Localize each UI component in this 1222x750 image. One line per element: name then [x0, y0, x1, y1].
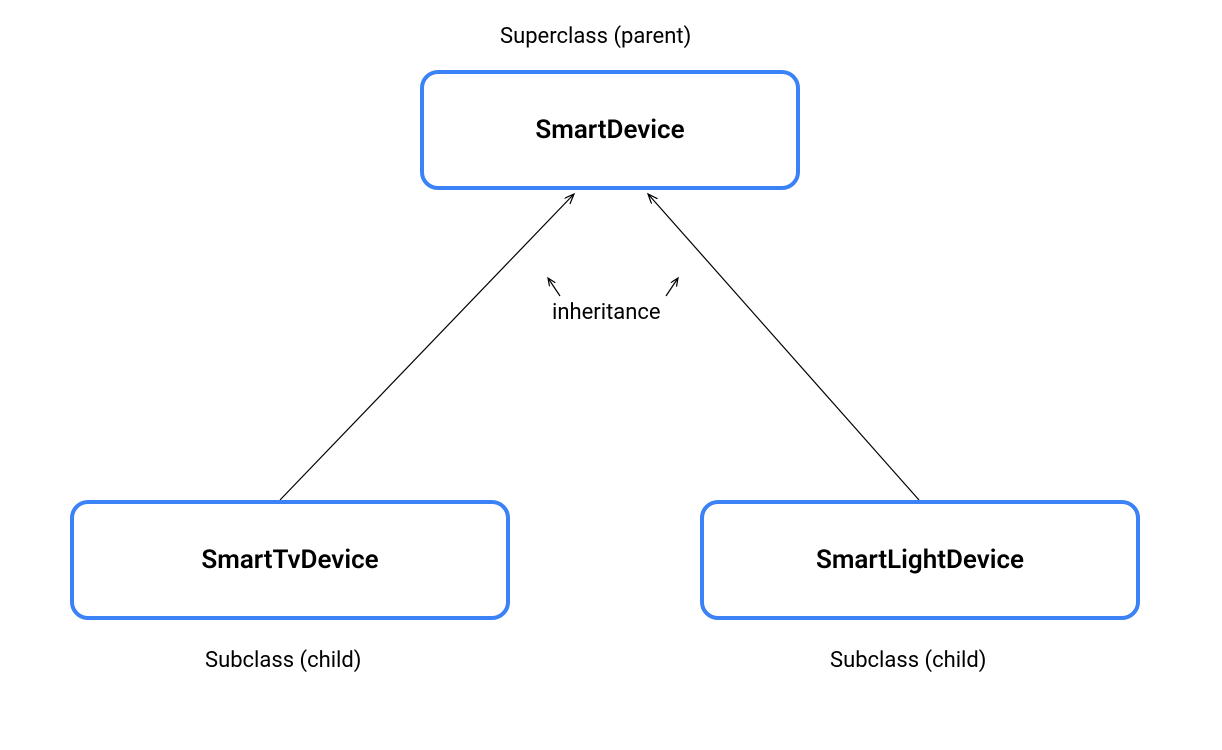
- mid-arrow-left: [548, 278, 560, 296]
- superclass-label: SmartDevice: [535, 115, 684, 145]
- mid-arrow-right: [666, 278, 678, 296]
- subclass-right-label: SmartLightDevice: [816, 545, 1024, 575]
- subclass-left-label: SmartTvDevice: [201, 545, 378, 575]
- subclass-left-caption: Subclass (child): [205, 648, 361, 673]
- inheritance-label: inheritance: [552, 300, 661, 325]
- superclass-node: SmartDevice: [420, 70, 800, 190]
- subclass-left-node: SmartTvDevice: [70, 500, 510, 620]
- edge-left: [280, 194, 574, 500]
- subclass-right-caption: Subclass (child): [830, 648, 986, 673]
- superclass-caption: Superclass (parent): [500, 24, 691, 49]
- subclass-right-node: SmartLightDevice: [700, 500, 1140, 620]
- edge-right: [648, 194, 919, 500]
